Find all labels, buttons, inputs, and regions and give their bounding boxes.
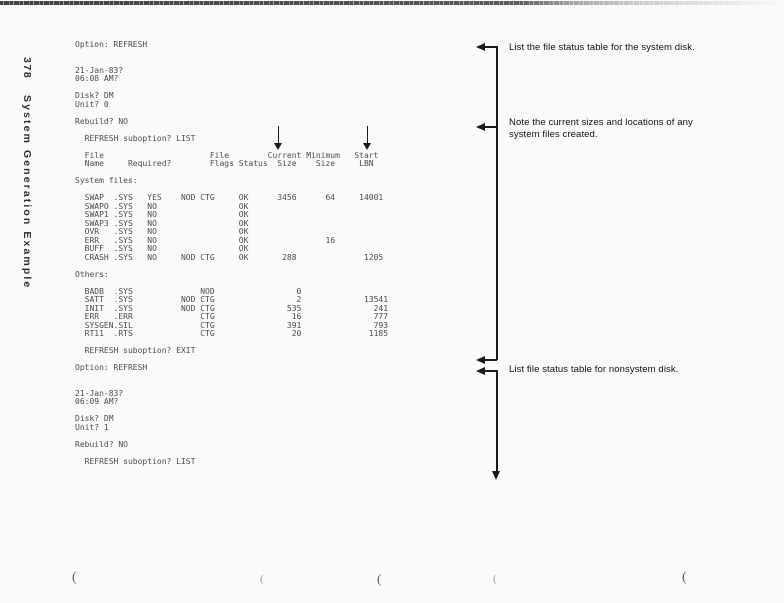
scan-crease-mark: ( [682,570,687,585]
arrow-down-icon [492,471,500,480]
scan-crease-mark: ( [377,571,382,586]
chapter-title: System Generation Example [21,95,33,290]
callout-line-vertical [496,46,498,360]
scan-crease-mark: ( [493,573,497,585]
callout-text-file-sizes: Note the current sizes and locations of … [509,117,693,140]
callout-line-vertical [496,370,498,472]
arrow-head [363,143,371,150]
scan-crease-mark: ( [72,570,77,585]
callout-text-nonsystem-disk: List file status table for nonsystem dis… [509,364,679,375]
arrow-left-icon [476,367,485,375]
callout-line-horizontal [485,46,497,48]
arrow-left-icon [476,123,485,131]
callout-line-horizontal [485,359,497,361]
scan-crease-mark: ( [260,573,264,585]
arrow-down-icon [274,126,283,150]
callout-line-horizontal [485,126,497,128]
arrow-left-icon [476,356,485,364]
arrow-down-icon [363,126,372,150]
arrow-left-icon [476,43,485,51]
arrow-shaft [366,126,369,144]
callout-line-horizontal [485,370,497,372]
callout-text-system-disk: List the file status table for the syste… [509,42,695,53]
arrow-shaft [277,126,280,144]
sidebar-rotated-header: 378 System Generation Example [21,57,33,290]
page-number: 378 [21,57,33,80]
top-edge-scan-artifact [0,1,784,5]
arrow-head [274,143,282,150]
terminal-output: Option: REFRESH 21-Jan-83? 06:08 AM? Dis… [75,40,389,466]
